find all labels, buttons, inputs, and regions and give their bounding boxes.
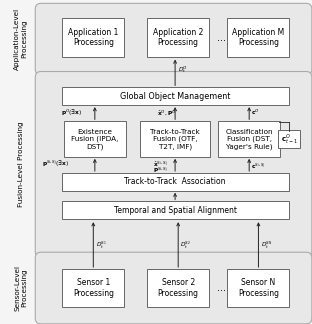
Text: Track-to-Track
Fusion (OTF,
T2T, IMF): Track-to-Track Fusion (OTF, T2T, IMF): [150, 129, 200, 150]
FancyBboxPatch shape: [35, 252, 312, 324]
Text: Application 1
Processing: Application 1 Processing: [68, 28, 119, 47]
Text: $D_t^{S_1}$: $D_t^{S_1}$: [96, 239, 108, 251]
Text: Classification
Fusion (DST,
Yager's Rule): Classification Fusion (DST, Yager's Rule…: [226, 129, 273, 150]
Text: $D_t^{S_2}$: $D_t^{S_2}$: [180, 239, 191, 251]
Text: Global Object Management: Global Object Management: [120, 92, 230, 101]
Text: Fusion-Level Processing: Fusion-Level Processing: [18, 122, 24, 207]
FancyBboxPatch shape: [147, 269, 209, 307]
FancyBboxPatch shape: [278, 131, 300, 148]
Text: $\hat{\mathbf{x}}^{S_i,S_j}$: $\hat{\mathbf{x}}^{S_i,S_j}$: [153, 160, 168, 169]
Text: $\hat{\mathbf{x}}^O, \mathbf{P}^O$: $\hat{\mathbf{x}}^O, \mathbf{P}^O$: [157, 108, 176, 117]
Text: $\mathbf{p}^{S_i,S_j}(\exists\mathbf{x})$: $\mathbf{p}^{S_i,S_j}(\exists\mathbf{x})…: [42, 159, 70, 169]
Text: Application M
Processing: Application M Processing: [232, 28, 285, 47]
Text: Sensor 2
Processing: Sensor 2 Processing: [158, 278, 199, 298]
FancyBboxPatch shape: [140, 122, 210, 156]
Text: Sensor N
Processing: Sensor N Processing: [238, 278, 279, 298]
FancyBboxPatch shape: [35, 3, 312, 75]
Text: $\mathbf{p}^O(\exists\mathbf{x})$: $\mathbf{p}^O(\exists\mathbf{x})$: [61, 108, 82, 118]
FancyBboxPatch shape: [227, 269, 290, 307]
Text: Sensor-Level
Processing: Sensor-Level Processing: [14, 265, 27, 311]
Text: Application 2
Processing: Application 2 Processing: [153, 28, 203, 47]
Text: $D_t^{O}$: $D_t^{O}$: [178, 64, 188, 75]
FancyBboxPatch shape: [218, 122, 280, 156]
FancyBboxPatch shape: [35, 72, 312, 257]
Text: Track-to-Track  Association: Track-to-Track Association: [124, 177, 226, 186]
Text: $D_t^{S_N}$: $D_t^{S_N}$: [261, 239, 272, 251]
FancyBboxPatch shape: [64, 122, 126, 156]
Text: $\mathbf{c}^O$: $\mathbf{c}^O$: [251, 108, 260, 117]
Text: Sensor 1
Processing: Sensor 1 Processing: [73, 278, 114, 298]
Text: $\mathbf{c}_{t-1}^{O}$: $\mathbf{c}_{t-1}^{O}$: [281, 132, 298, 146]
Text: ...: ...: [217, 283, 226, 293]
Text: $\mathbf{c}^{S_i,S_j}$: $\mathbf{c}^{S_i,S_j}$: [251, 161, 266, 171]
Text: Temporal and Spatial Alignment: Temporal and Spatial Alignment: [114, 206, 236, 215]
Text: Application-Level
Processing: Application-Level Processing: [14, 8, 27, 70]
FancyBboxPatch shape: [61, 87, 289, 105]
FancyBboxPatch shape: [62, 18, 124, 57]
FancyBboxPatch shape: [61, 202, 289, 219]
FancyBboxPatch shape: [61, 173, 289, 191]
Text: ...: ...: [217, 33, 226, 42]
FancyBboxPatch shape: [62, 269, 124, 307]
Text: $\mathbf{P}^{S_i,S_j}$: $\mathbf{P}^{S_i,S_j}$: [153, 166, 168, 175]
Text: Existence
Fusion (IPDA,
DST): Existence Fusion (IPDA, DST): [71, 129, 119, 150]
FancyBboxPatch shape: [227, 18, 290, 57]
FancyBboxPatch shape: [147, 18, 209, 57]
